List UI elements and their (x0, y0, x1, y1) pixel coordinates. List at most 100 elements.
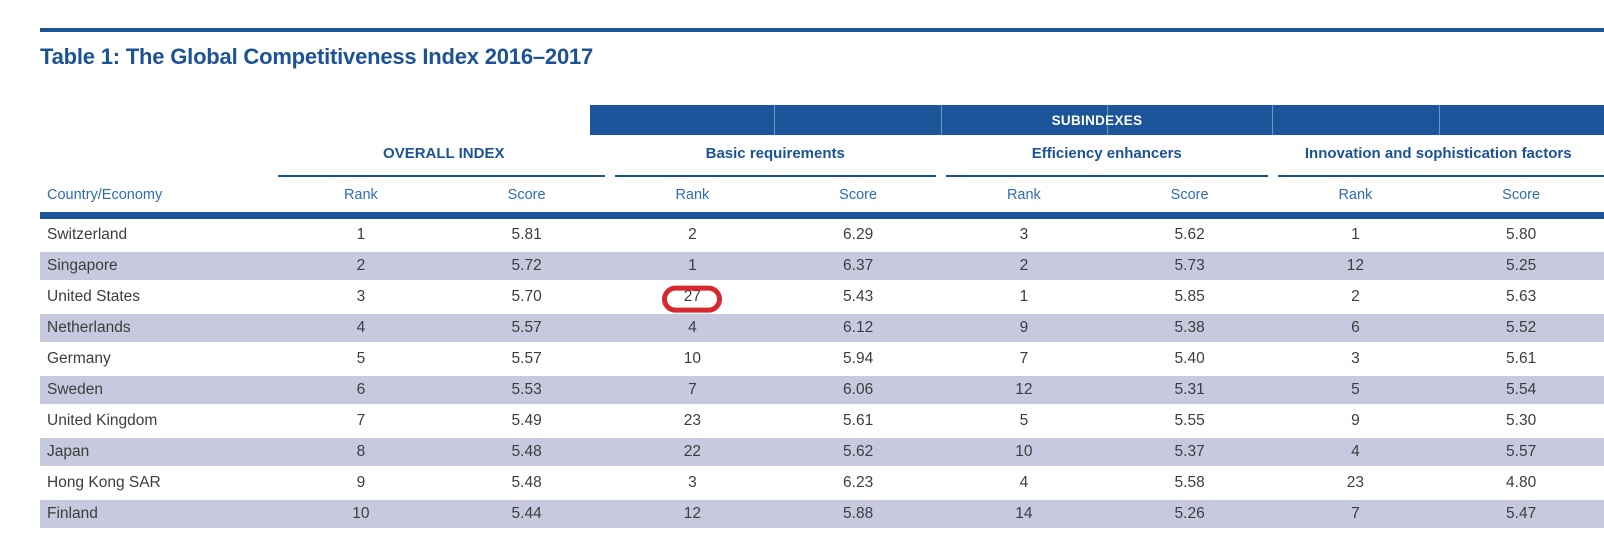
cell-overall-rank: 2 (278, 250, 444, 281)
cell-country: Singapore (40, 250, 278, 281)
cell-overall-score: 5.57 (443, 312, 610, 343)
column-header-innovation-rank: Rank (1338, 186, 1373, 203)
cell-innovation-rank: 2 (1351, 287, 1360, 305)
group-header-basic-requirements: Basic requirements (610, 135, 942, 177)
title-top-rule (40, 28, 1604, 32)
group-underline (1277, 175, 1604, 177)
cell-overall-rank: 4 (278, 312, 444, 343)
group-header-innovation-factors: Innovation and sophistication factors (1273, 135, 1604, 177)
column-header-basic-score: Score (839, 186, 878, 203)
cell-innovation-score: 5.52 (1438, 312, 1604, 343)
column-header-efficiency-score: Score (1170, 186, 1209, 203)
cell-innovation-rank: 3 (1351, 349, 1360, 367)
group-header-row: OVERALL INDEX Basic requirements Efficie… (40, 135, 1604, 177)
table-row-japan: Japan 8 5.48 22 5.62 10 5.37 4 5.57 (40, 436, 1604, 467)
column-separator (1107, 105, 1108, 135)
cell-country: United States (47, 287, 141, 305)
cell-basic-rank: 7 (609, 374, 776, 405)
cell-overall-score: 5.49 (511, 411, 542, 429)
table-row-germany: Germany 5 5.57 10 5.94 7 5.40 3 5.61 (40, 343, 1604, 374)
cell-efficiency-rank: 9 (941, 312, 1107, 343)
cell-basic-rank: 2 (688, 225, 697, 243)
cell-innovation-rank: 6 (1272, 312, 1439, 343)
cell-innovation-rank: 7 (1272, 498, 1439, 529)
group-header-spacer (40, 135, 278, 177)
cell-basic-rank: 1 (609, 250, 776, 281)
cell-basic-rank: 12 (609, 498, 776, 529)
cell-innovation-rank: 1 (1351, 225, 1360, 243)
cell-basic-score: 6.12 (775, 312, 941, 343)
column-separator (941, 105, 942, 135)
group-label: OVERALL INDEX (383, 144, 505, 162)
table-row-hong-kong-sar: Hong Kong SAR 9 5.48 3 6.23 4 5.58 23 4.… (40, 467, 1604, 498)
cell-basic-score: 6.23 (843, 473, 874, 491)
cell-overall-score: 5.81 (511, 225, 542, 243)
cell-efficiency-score: 5.40 (1174, 349, 1205, 367)
cell-innovation-score: 5.25 (1438, 250, 1604, 281)
cell-basic-score: 5.62 (775, 436, 941, 467)
cell-innovation-score: 5.63 (1506, 287, 1537, 305)
group-label: Basic requirements (705, 144, 845, 162)
group-label: Efficiency enhancers (1031, 144, 1182, 162)
cell-overall-rank: 9 (356, 473, 366, 491)
cell-innovation-score: 5.30 (1506, 411, 1537, 429)
group-underline (614, 175, 936, 177)
column-header-innovation-score: Score (1502, 186, 1541, 203)
cell-efficiency-score: 5.37 (1106, 436, 1273, 467)
cell-basic-rank: 22 (609, 436, 776, 467)
cell-efficiency-rank: 14 (941, 498, 1107, 529)
cell-basic-rank: 27 (610, 281, 776, 313)
cell-overall-score: 5.70 (511, 287, 542, 305)
table-row-switzerland: Switzerland 1 5.81 2 6.29 3 5.62 1 5.80 (40, 219, 1604, 250)
cell-innovation-score: 4.80 (1506, 473, 1537, 491)
table-row-finland: Finland 10 5.44 12 5.88 14 5.26 7 5.47 (40, 498, 1604, 529)
group-header-overall-index: OVERALL INDEX (278, 135, 610, 177)
table-row-singapore: Singapore 2 5.72 1 6.37 2 5.73 12 5.25 (40, 250, 1604, 281)
column-header-overall-rank: Rank (343, 186, 378, 203)
cell-basic-rank: 4 (609, 312, 776, 343)
cell-overall-score: 5.48 (443, 436, 610, 467)
table-header-bar (40, 212, 1604, 219)
cell-efficiency-rank: 12 (941, 374, 1107, 405)
cell-country: Japan (40, 436, 278, 467)
cell-overall-rank: 1 (356, 225, 366, 243)
column-header-efficiency-rank: Rank (1006, 186, 1041, 203)
cell-innovation-rank: 12 (1272, 250, 1439, 281)
group-underline (946, 175, 1268, 177)
table-row-united-kingdom: United Kingdom 7 5.49 23 5.61 5 5.55 9 5… (40, 405, 1604, 436)
cell-basic-score: 5.61 (843, 411, 874, 429)
cell-innovation-rank: 4 (1272, 436, 1439, 467)
cell-efficiency-score: 5.31 (1106, 374, 1273, 405)
cell-basic-score: 5.94 (843, 349, 874, 367)
cell-basic-rank: 10 (683, 349, 701, 367)
group-header-efficiency-enhancers: Efficiency enhancers (941, 135, 1273, 177)
cell-innovation-rank: 23 (1346, 473, 1364, 491)
cell-basic-score: 5.88 (775, 498, 941, 529)
cell-basic-score: 6.06 (775, 374, 941, 405)
column-header-row: Country/Economy Rank Score Rank Score Ra… (40, 177, 1604, 212)
cell-innovation-score: 5.61 (1506, 349, 1537, 367)
cell-efficiency-rank: 1 (1019, 287, 1029, 305)
cell-country: Hong Kong SAR (47, 473, 161, 491)
column-separator (1272, 105, 1273, 135)
cell-country: Netherlands (40, 312, 278, 343)
column-separator (774, 105, 775, 135)
cell-overall-rank: 3 (356, 287, 366, 305)
group-underline (278, 175, 605, 177)
table-row-sweden: Sweden 6 5.53 7 6.06 12 5.31 5 5.54 (40, 374, 1604, 405)
cell-basic-score: 6.29 (843, 225, 874, 243)
cell-efficiency-rank: 7 (1019, 349, 1029, 367)
cell-efficiency-rank: 2 (941, 250, 1107, 281)
cell-efficiency-score: 5.85 (1174, 287, 1205, 305)
cell-country: United Kingdom (47, 411, 158, 429)
cell-efficiency-score: 5.55 (1174, 411, 1205, 429)
column-header-country: Country/Economy (47, 186, 163, 203)
cell-overall-score: 5.44 (443, 498, 610, 529)
table-row-united-states: United States 3 5.70 27 5.43 1 5.85 2 5.… (40, 281, 1604, 313)
cell-overall-score: 5.72 (443, 250, 610, 281)
cell-efficiency-rank: 4 (1019, 473, 1029, 491)
cell-overall-rank: 7 (356, 411, 366, 429)
cell-innovation-rank: 5 (1272, 374, 1439, 405)
cell-basic-score: 5.43 (843, 287, 874, 305)
